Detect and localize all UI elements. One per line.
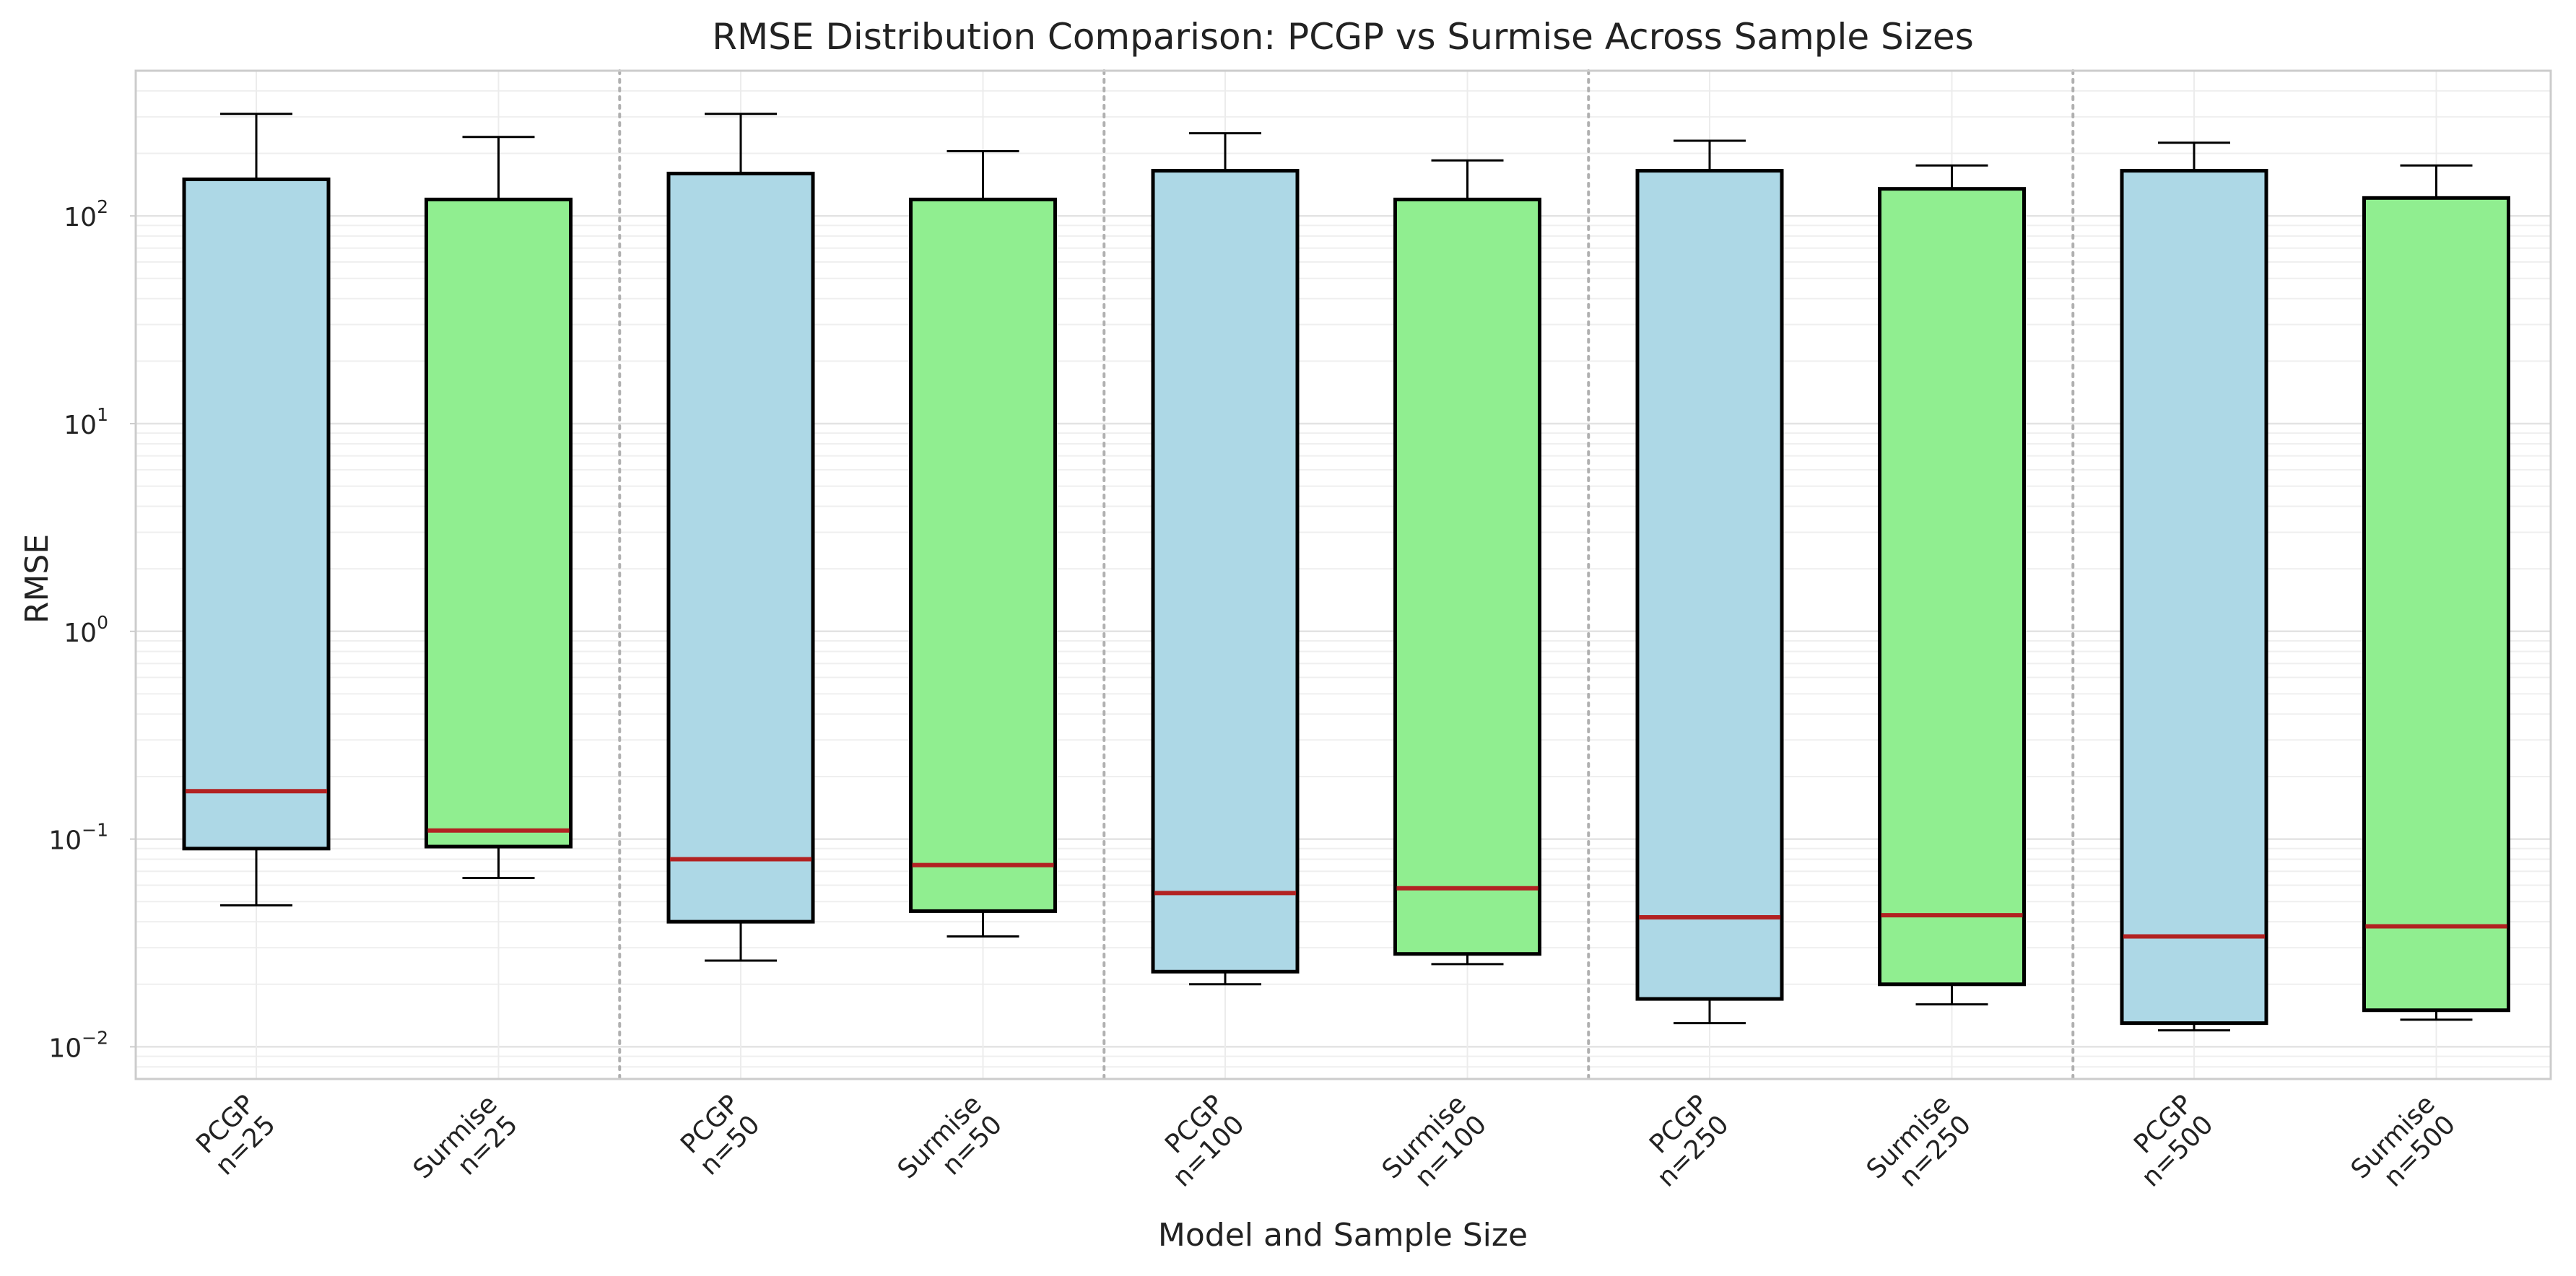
x-tick-label: PCGPn=500 xyxy=(2115,1089,2219,1192)
box-surmise-n100 xyxy=(1393,159,1541,966)
box-surmise-n25 xyxy=(425,136,573,879)
x-tick-label: PCGPn=25 xyxy=(190,1089,282,1181)
box-surmise-n50 xyxy=(909,149,1057,938)
y-tick-label: 102 xyxy=(64,196,108,232)
x-tick-label: Surmisen=500 xyxy=(2346,1089,2461,1205)
plot-frame xyxy=(134,69,2552,1080)
box-pcgp-n500 xyxy=(2120,141,2268,1032)
chart-title: RMSE Distribution Comparison: PCGP vs Su… xyxy=(712,16,1974,58)
x-tick-label: PCGPn=100 xyxy=(1146,1089,1250,1192)
iqr-box xyxy=(2362,196,2510,1013)
iqr-box xyxy=(2120,169,2268,1026)
y-tick-labels: 10−2 10−1 100 101 102 xyxy=(48,196,136,1063)
x-tick-label: Surmisen=250 xyxy=(1861,1089,1977,1205)
x-tick-label: Surmisen=25 xyxy=(408,1089,523,1205)
y-tick-label: 10−2 xyxy=(48,1027,108,1063)
box-pcgp-n50 xyxy=(666,113,815,962)
iqr-box xyxy=(1878,187,2026,987)
x-tick-label: PCGPn=50 xyxy=(674,1089,766,1181)
x-tick-labels: PCGPn=25 Surmisen=25 PCGPn=50 Surmisen=50 PC… xyxy=(190,1089,2461,1205)
group-separators xyxy=(618,69,2075,1080)
box-pcgp-n250 xyxy=(1635,139,1784,1025)
iqr-box xyxy=(425,197,573,849)
box-pcgp-n25 xyxy=(182,113,331,906)
y-tick-label: 100 xyxy=(64,612,108,648)
x-tick-label: PCGPn=250 xyxy=(1631,1089,1734,1192)
y-axis-label: RMSE xyxy=(19,534,56,624)
box-pcgp-n100 xyxy=(1151,132,1300,986)
box-surmise-n500 xyxy=(2362,164,2510,1021)
iqr-box xyxy=(666,171,815,924)
iqr-box xyxy=(1151,169,1300,974)
iqr-box xyxy=(1635,169,1784,1001)
y-tick-label: 10−1 xyxy=(48,820,108,856)
x-axis-label: Model and Sample Size xyxy=(1158,1217,1528,1254)
boxes xyxy=(182,113,2510,1032)
x-tick-label: Surmisen=50 xyxy=(892,1089,1008,1205)
y-tick-label: 101 xyxy=(64,404,108,440)
x-tick-label: Surmisen=100 xyxy=(1377,1089,1492,1205)
iqr-box xyxy=(182,177,331,851)
box-surmise-n250 xyxy=(1878,164,2026,1006)
iqr-box xyxy=(1393,197,1541,956)
iqr-box xyxy=(909,197,1057,913)
